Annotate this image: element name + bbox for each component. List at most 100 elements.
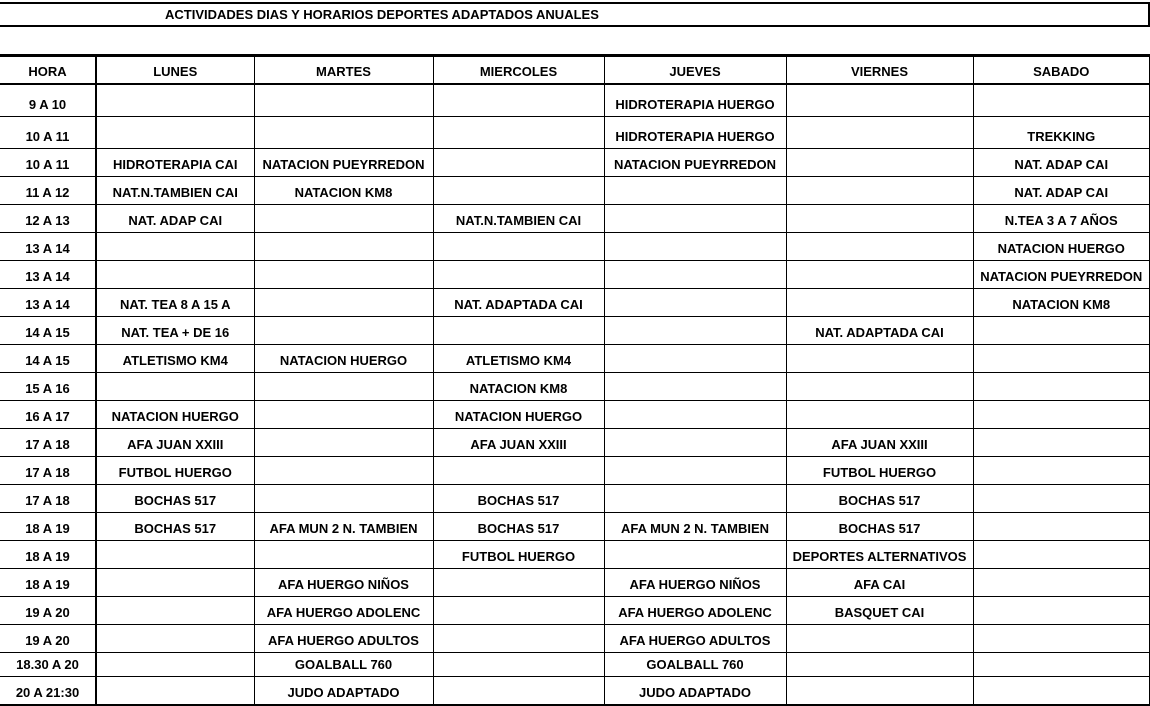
activity-cell[interactable]: BOCHAS 517 <box>432 512 605 541</box>
activity-cell[interactable] <box>603 484 787 513</box>
activity-cell[interactable] <box>603 540 787 569</box>
activity-cell[interactable]: NAT. ADAP CAI <box>972 176 1150 205</box>
activity-cell[interactable] <box>972 540 1150 569</box>
activity-cell[interactable] <box>253 116 434 149</box>
activity-cell[interactable]: NAT. ADAPTADA CAI <box>785 316 974 345</box>
hour-cell[interactable]: 11 A 12 <box>0 176 97 205</box>
hour-cell[interactable]: 14 A 15 <box>0 316 97 345</box>
activity-cell[interactable] <box>972 316 1150 345</box>
activity-cell[interactable] <box>785 204 974 233</box>
activity-cell[interactable] <box>95 540 255 569</box>
activity-cell[interactable] <box>432 456 605 485</box>
activity-cell[interactable]: NAT.N.TAMBIEN CAI <box>432 204 605 233</box>
activity-cell[interactable] <box>972 83 1150 117</box>
activity-cell[interactable] <box>432 624 605 653</box>
activity-cell[interactable]: HIDROTERAPIA HUERGO <box>603 83 787 117</box>
activity-cell[interactable] <box>785 83 974 117</box>
hour-cell[interactable]: 18 A 19 <box>0 512 97 541</box>
activity-cell[interactable]: NAT. ADAP CAI <box>972 148 1150 177</box>
activity-cell[interactable] <box>785 260 974 289</box>
activity-cell[interactable] <box>972 456 1150 485</box>
activity-cell[interactable] <box>603 176 787 205</box>
activity-cell[interactable] <box>95 260 255 289</box>
activity-cell[interactable]: NATACION PUEYRREDON <box>603 148 787 177</box>
activity-cell[interactable] <box>785 676 974 706</box>
activity-cell[interactable] <box>432 316 605 345</box>
activity-cell[interactable] <box>785 624 974 653</box>
activity-cell[interactable] <box>972 676 1150 706</box>
activity-cell[interactable] <box>432 176 605 205</box>
activity-cell[interactable]: HIDROTERAPIA HUERGO <box>603 116 787 149</box>
activity-cell[interactable] <box>253 400 434 429</box>
hour-cell[interactable]: 9 A 10 <box>0 83 97 117</box>
activity-cell[interactable] <box>253 232 434 261</box>
activity-cell[interactable] <box>972 624 1150 653</box>
activity-cell[interactable]: HIDROTERAPIA CAI <box>95 148 255 177</box>
activity-cell[interactable]: AFA HUERGO ADULTOS <box>253 624 434 653</box>
activity-cell[interactable]: NATACION HUERGO <box>432 400 605 429</box>
activity-cell[interactable]: ATLETISMO KM4 <box>95 344 255 373</box>
activity-cell[interactable]: AFA HUERGO ADULTOS <box>603 624 787 653</box>
hour-cell[interactable]: 10 A 11 <box>0 116 97 149</box>
activity-cell[interactable]: AFA JUAN XXIII <box>95 428 255 457</box>
hour-cell[interactable]: 17 A 18 <box>0 484 97 513</box>
activity-cell[interactable] <box>972 512 1150 541</box>
activity-cell[interactable] <box>95 116 255 149</box>
activity-cell[interactable]: DEPORTES ALTERNATIVOS <box>785 540 974 569</box>
activity-cell[interactable]: NATACION KM8 <box>253 176 434 205</box>
hour-cell[interactable]: 18.30 A 20 <box>0 652 97 677</box>
activity-cell[interactable] <box>432 83 605 117</box>
activity-cell[interactable] <box>95 372 255 401</box>
activity-cell[interactable] <box>972 344 1150 373</box>
activity-cell[interactable] <box>253 83 434 117</box>
hour-cell[interactable]: 18 A 19 <box>0 540 97 569</box>
activity-cell[interactable]: AFA MUN 2 N. TAMBIEN <box>253 512 434 541</box>
activity-cell[interactable]: AFA HUERGO ADOLENC <box>603 596 787 625</box>
activity-cell[interactable]: NATACION KM8 <box>972 288 1150 317</box>
activity-cell[interactable] <box>95 624 255 653</box>
activity-cell[interactable] <box>972 372 1150 401</box>
activity-cell[interactable] <box>253 484 434 513</box>
activity-cell[interactable]: AFA HUERGO NIÑOS <box>253 568 434 597</box>
activity-cell[interactable]: NAT. ADAPTADA CAI <box>432 288 605 317</box>
activity-cell[interactable] <box>432 116 605 149</box>
activity-cell[interactable] <box>603 288 787 317</box>
hour-cell[interactable]: 14 A 15 <box>0 344 97 373</box>
activity-cell[interactable] <box>432 652 605 677</box>
activity-cell[interactable]: AFA CAI <box>785 568 974 597</box>
activity-cell[interactable] <box>785 232 974 261</box>
activity-cell[interactable] <box>253 288 434 317</box>
hour-cell[interactable]: 20 A 21:30 <box>0 676 97 706</box>
activity-cell[interactable] <box>972 428 1150 457</box>
activity-cell[interactable] <box>785 344 974 373</box>
activity-cell[interactable] <box>972 568 1150 597</box>
activity-cell[interactable] <box>432 676 605 706</box>
activity-cell[interactable]: FUTBOL HUERGO <box>95 456 255 485</box>
activity-cell[interactable] <box>785 116 974 149</box>
activity-cell[interactable]: BASQUET CAI <box>785 596 974 625</box>
activity-cell[interactable] <box>603 204 787 233</box>
activity-cell[interactable] <box>253 540 434 569</box>
activity-cell[interactable]: NATACION PUEYRREDON <box>972 260 1150 289</box>
activity-cell[interactable] <box>432 148 605 177</box>
activity-cell[interactable]: AFA MUN 2 N. TAMBIEN <box>603 512 787 541</box>
activity-cell[interactable]: FUTBOL HUERGO <box>432 540 605 569</box>
activity-cell[interactable] <box>95 652 255 677</box>
activity-cell[interactable] <box>253 316 434 345</box>
activity-cell[interactable]: NATACION HUERGO <box>972 232 1150 261</box>
activity-cell[interactable] <box>432 596 605 625</box>
activity-cell[interactable] <box>253 456 434 485</box>
activity-cell[interactable] <box>603 260 787 289</box>
activity-cell[interactable]: GOALBALL 760 <box>253 652 434 677</box>
activity-cell[interactable] <box>253 428 434 457</box>
hour-cell[interactable]: 16 A 17 <box>0 400 97 429</box>
activity-cell[interactable] <box>253 372 434 401</box>
activity-cell[interactable] <box>95 596 255 625</box>
activity-cell[interactable] <box>95 83 255 117</box>
hour-cell[interactable]: 12 A 13 <box>0 204 97 233</box>
activity-cell[interactable]: AFA JUAN XXIII <box>785 428 974 457</box>
activity-cell[interactable] <box>785 652 974 677</box>
activity-cell[interactable] <box>432 232 605 261</box>
activity-cell[interactable] <box>603 316 787 345</box>
hour-cell[interactable]: 17 A 18 <box>0 456 97 485</box>
